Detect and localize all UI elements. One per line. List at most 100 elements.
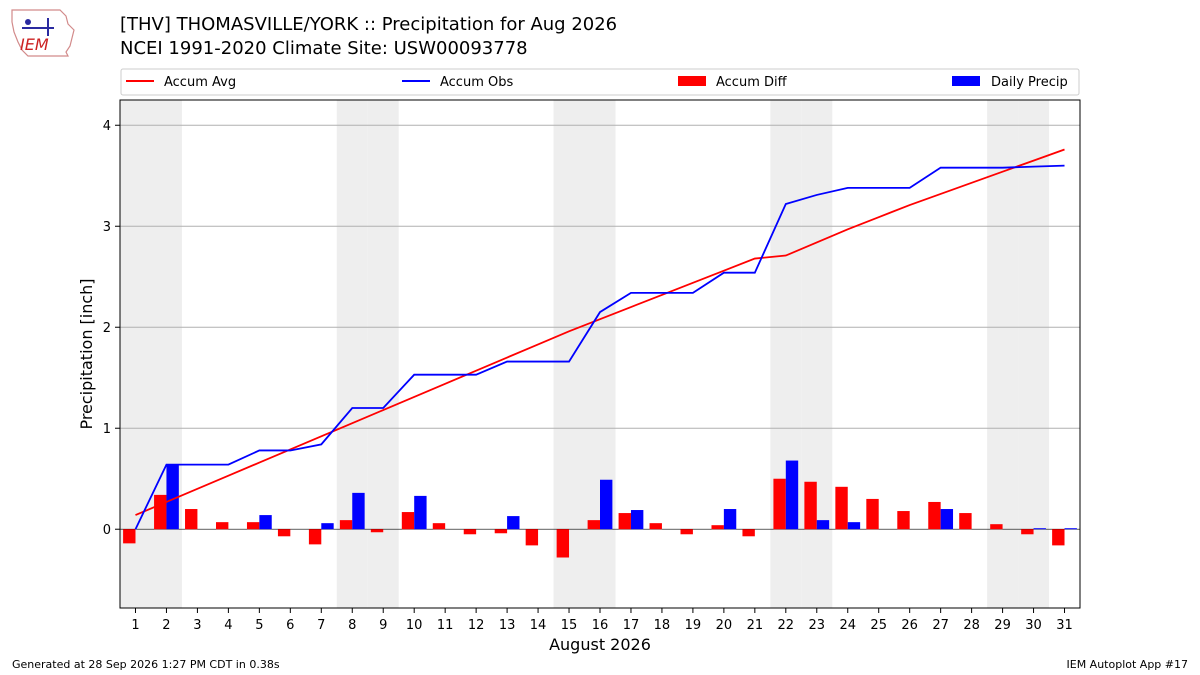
x-tick-label-12: 12 xyxy=(468,618,485,633)
daily-precip-bar-30 xyxy=(1033,528,1046,530)
weekend-band-2 xyxy=(150,100,182,608)
x-tick-label-28: 28 xyxy=(963,618,980,633)
accum-diff-bar-4 xyxy=(216,522,229,530)
weekend-band-23 xyxy=(801,100,833,608)
accum-diff-bar-14 xyxy=(525,529,539,546)
accum-diff-bar-26 xyxy=(897,511,910,530)
accum-diff-bar-29 xyxy=(990,524,1003,530)
y-axis-label: Precipitation [inch] xyxy=(77,278,96,429)
accum-diff-bar-7 xyxy=(308,529,322,545)
x-tick-label-18: 18 xyxy=(654,618,671,633)
chart-title: [THV] THOMASVILLE/YORK :: Precipitation … xyxy=(120,13,617,61)
accum-diff-bar-3 xyxy=(185,509,198,530)
accum-diff-bar-28 xyxy=(959,513,972,530)
accum-diff-bar-1 xyxy=(123,529,136,544)
x-axis: 1 2 3 4 5 6 7 8 9 10 11 12 13 14 15 16 17 18 19 20 21 22 23 24 2… xyxy=(131,608,1073,633)
accum-diff-bar-21 xyxy=(742,529,755,537)
x-tick-label-10: 10 xyxy=(406,618,423,633)
title-line-2: NCEI 1991-2020 Climate Site: USW00093778 xyxy=(120,38,528,59)
daily-precip-bar-16 xyxy=(600,479,613,530)
accum-diff-bar-6 xyxy=(277,529,291,537)
weekend-shading xyxy=(120,100,1050,608)
app-note: IEM Autoplot App #17 xyxy=(1066,658,1189,671)
daily-precip-bar-17 xyxy=(630,510,644,530)
daily-precip-bar-27 xyxy=(940,509,954,530)
accum-diff-bar-13 xyxy=(494,529,508,534)
weekend-band-1 xyxy=(120,100,151,608)
y-tick-label-2: 2 xyxy=(103,321,111,336)
x-tick-label-21: 21 xyxy=(747,618,764,633)
accum-avg-line xyxy=(135,148,1065,516)
x-tick-label-19: 19 xyxy=(685,618,702,633)
accum-diff-bar-9 xyxy=(370,529,384,533)
daily-precip-bar-31 xyxy=(1064,528,1077,530)
weekend-band-8 xyxy=(336,100,368,608)
legend-swatch-daily-precip xyxy=(952,76,980,86)
x-tick-label-7: 7 xyxy=(317,618,325,633)
weekend-band-30 xyxy=(1018,100,1050,608)
y-tick-label-3: 3 xyxy=(103,220,111,235)
x-tick-label-1: 1 xyxy=(131,618,139,633)
x-tick-label-16: 16 xyxy=(592,618,609,633)
weekend-band-16 xyxy=(584,100,616,608)
x-tick-label-11: 11 xyxy=(437,618,454,633)
accum-diff-bar-22 xyxy=(773,478,786,530)
legend-label-accum-diff: Accum Diff xyxy=(716,75,788,90)
x-tick-label-26: 26 xyxy=(901,618,918,633)
accum-diff-bar-8 xyxy=(339,520,353,530)
weekend-band-22 xyxy=(770,100,802,608)
iem-logo: IEM xyxy=(11,9,75,57)
daily-precip-bar-24 xyxy=(847,522,861,530)
logo-text: IEM xyxy=(20,35,49,54)
daily-precip-bar-20 xyxy=(723,509,737,530)
x-tick-label-23: 23 xyxy=(809,618,826,633)
accum-diff-bar-19 xyxy=(680,529,693,535)
x-tick-label-29: 29 xyxy=(994,618,1011,633)
x-tick-label-27: 27 xyxy=(932,618,949,633)
legend: Accum Avg Accum Obs Accum Diff Daily Precip xyxy=(126,75,1068,90)
line-marks xyxy=(134,148,1065,530)
accum-diff-bar-15 xyxy=(556,529,570,558)
y-axis: 0 1 2 3 4 xyxy=(103,119,120,538)
accum-diff-bar-17 xyxy=(618,513,631,530)
x-tick-label-13: 13 xyxy=(499,618,516,633)
daily-precip-bar-2 xyxy=(166,464,179,530)
daily-precip-bar-7 xyxy=(321,523,334,530)
x-tick-label-3: 3 xyxy=(193,618,201,633)
accum-diff-bar-5 xyxy=(246,522,260,530)
legend-label-accum-avg: Accum Avg xyxy=(164,75,236,90)
x-tick-label-15: 15 xyxy=(561,618,578,633)
accum-diff-bar-11 xyxy=(432,523,446,530)
y-tick-label-1: 1 xyxy=(103,422,111,437)
legend-box xyxy=(120,68,1080,96)
daily-precip-bar-13 xyxy=(507,516,520,530)
x-axis-label: August 2026 xyxy=(549,635,651,654)
daily-precip-bar-23 xyxy=(816,520,830,530)
accum-diff-bar-30 xyxy=(1021,529,1034,535)
daily-precip-bar-8 xyxy=(352,492,365,530)
y-tick-label-0: 0 xyxy=(103,523,111,538)
generated-note: Generated at 28 Sep 2026 1:27 PM CDT in … xyxy=(12,658,280,671)
weekend-band-9 xyxy=(367,100,399,608)
x-tick-label-31: 31 xyxy=(1056,618,1073,633)
accum-diff-bar-10 xyxy=(401,512,415,530)
accum-diff-bar-16 xyxy=(587,520,600,530)
accum-diff-bar-12 xyxy=(463,529,477,535)
x-tick-label-25: 25 xyxy=(870,618,887,633)
title-line-1: [THV] THOMASVILLE/YORK :: Precipitation … xyxy=(120,14,618,35)
x-tick-label-17: 17 xyxy=(623,618,640,633)
legend-swatch-accum-diff xyxy=(678,76,706,86)
weekend-band-15 xyxy=(553,100,585,608)
legend-label-accum-obs: Accum Obs xyxy=(440,75,513,90)
x-tick-label-4: 4 xyxy=(224,618,232,633)
accum-diff-bar-23 xyxy=(804,481,817,530)
x-tick-label-9: 9 xyxy=(379,618,387,633)
bar-marks xyxy=(123,460,1077,558)
x-tick-label-24: 24 xyxy=(839,618,856,633)
accum-diff-bar-2 xyxy=(154,494,167,530)
x-tick-label-30: 30 xyxy=(1025,618,1042,633)
legend-label-daily-precip: Daily Precip xyxy=(991,75,1068,90)
x-tick-label-6: 6 xyxy=(286,618,294,633)
x-tick-label-8: 8 xyxy=(348,618,356,633)
